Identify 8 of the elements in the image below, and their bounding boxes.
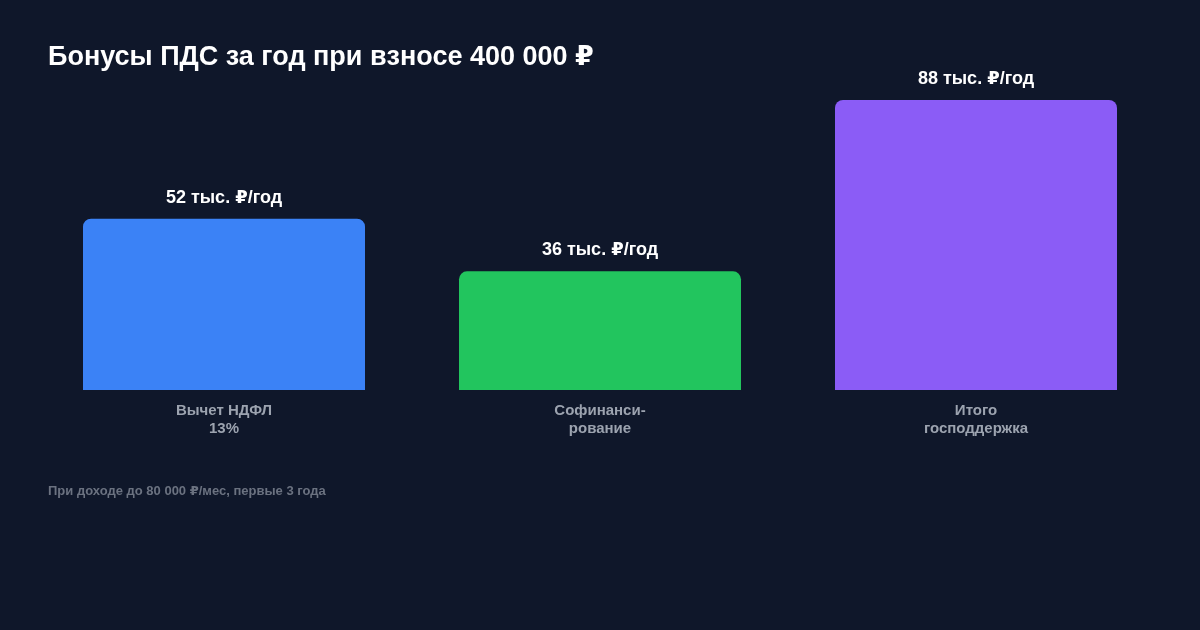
data-label: 52 тыс. ₽/год bbox=[165, 186, 283, 207]
x-tick-label: Итого господдержка bbox=[923, 401, 1029, 437]
chart-title: Бонусы ПДС за год при взносе 400 000 ₽ bbox=[48, 40, 594, 72]
text: При доходе до 80 000 ₽/мес, первые 3 года bbox=[48, 483, 326, 498]
data-label: 88 тыс. ₽/год bbox=[917, 67, 1035, 88]
x-tick-label: Вычет НДФЛ 13% bbox=[175, 401, 273, 437]
x-tick-label: Софинанси- рование bbox=[554, 401, 646, 437]
data-label: 36 тыс. ₽/год bbox=[541, 239, 659, 260]
